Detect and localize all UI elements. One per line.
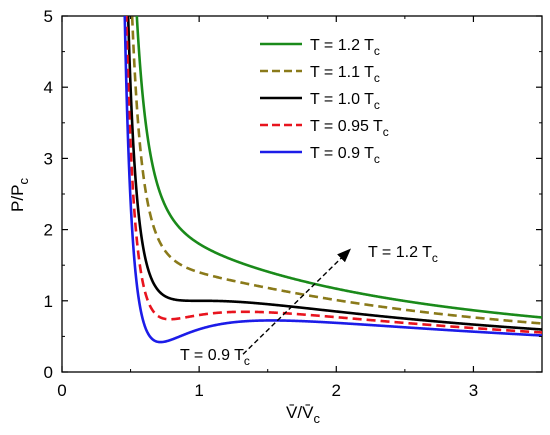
series-line-3 — [125, 16, 542, 334]
plot-border — [61, 15, 543, 373]
legend-label-2: T = 1.0 Tc — [310, 91, 380, 112]
y-tick-label: 0 — [44, 363, 53, 382]
series-line-4 — [123, 16, 542, 344]
temperature-arrow — [242, 248, 352, 355]
plot-frame — [61, 15, 543, 373]
y-tick-label: 5 — [44, 7, 53, 26]
y-tick-label: 1 — [44, 292, 53, 311]
x-tick-label: 1 — [194, 381, 203, 400]
series-line-0 — [135, 16, 542, 319]
y-tick-label: 2 — [44, 221, 53, 240]
legend-label-3: T = 0.95 Tc — [310, 118, 389, 139]
ticks: 0 1 2 3 0 1 2 3 4 5 V̄/V̄c P/Pc — [8, 7, 542, 426]
annotation-high-t: T = 1.2 Tc — [368, 244, 438, 265]
legend-label-1: T = 1.1 Tc — [310, 64, 380, 85]
annotation-low-t: T = 0.9 Tc — [180, 347, 250, 368]
annotations: T = 1.2 Tc T = 0.9 Tc — [180, 244, 438, 368]
x-tick-label: 2 — [332, 381, 341, 400]
legend-label-0: T = 1.2 Tc — [310, 37, 380, 58]
y-axis-title: P/Pc — [8, 178, 31, 212]
y-tick-label: 3 — [44, 149, 53, 168]
legend-label-4: T = 0.9 Tc — [310, 145, 380, 166]
x-axis-title: V̄/V̄c — [286, 403, 320, 426]
x-tick-label: 3 — [469, 381, 478, 400]
y-tick-label: 4 — [44, 78, 53, 97]
curves — [123, 16, 542, 344]
series-line-2 — [126, 16, 542, 331]
legend: T = 1.2 Tc T = 1.1 Tc T = 1.0 Tc T = 0.95 T… — [260, 37, 389, 166]
x-tick-label: 0 — [57, 381, 66, 400]
